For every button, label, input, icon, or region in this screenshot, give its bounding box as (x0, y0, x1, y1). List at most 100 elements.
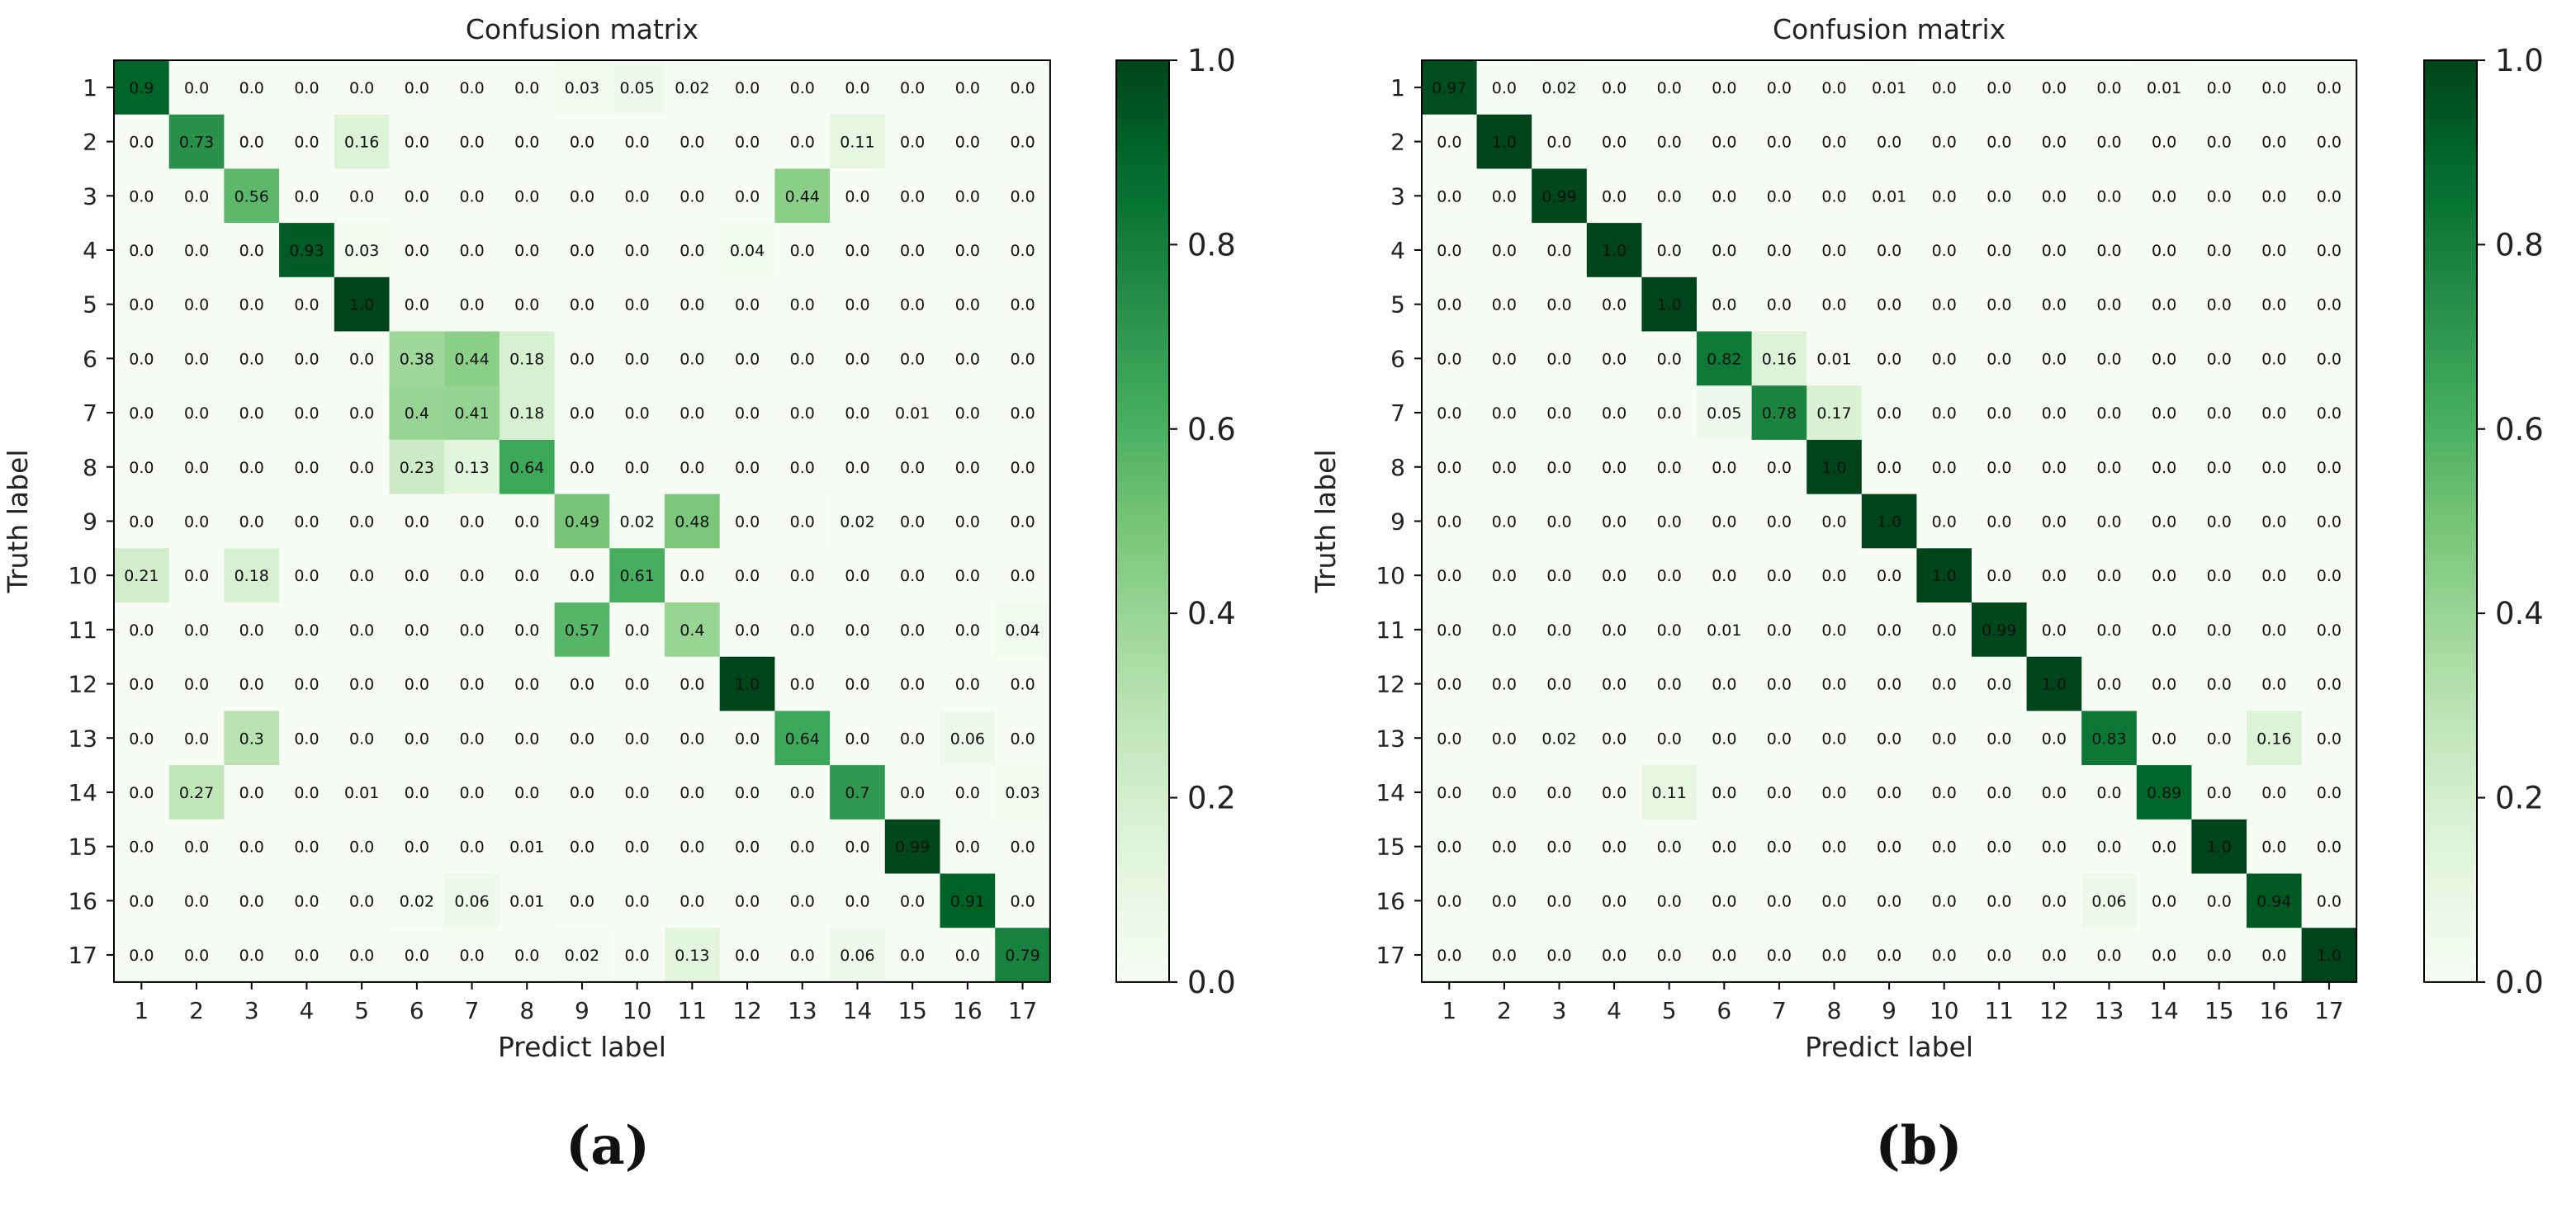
x-tick-label: 17 (1008, 997, 1038, 1024)
heatmap-cell (279, 873, 335, 928)
heatmap-cell (444, 602, 500, 658)
cell-value-label: 0.0 (1877, 621, 1901, 640)
heatmap-cell (1532, 548, 1588, 603)
heatmap-cell (1861, 819, 1917, 875)
heatmap-cell (224, 223, 280, 278)
x-tick-label: 1 (1442, 997, 1456, 1024)
heatmap-cell (389, 711, 445, 766)
heatmap-cell (719, 656, 775, 711)
cell-value-label: 0.0 (2152, 567, 2176, 585)
heatmap-cell (334, 928, 391, 983)
cell-value-label: 0.0 (680, 839, 704, 857)
heatmap-cell (774, 385, 831, 441)
heatmap-cell (389, 819, 445, 875)
heatmap-cell (554, 873, 610, 928)
cell-value-label: 0.02 (675, 79, 709, 97)
y-tick-label: 4 (1390, 237, 1405, 264)
cell-value-label: 0.0 (184, 79, 209, 97)
cell-value-label: 0.0 (2042, 242, 2067, 260)
cell-value-label: 0.0 (514, 242, 539, 260)
heatmap-cell (609, 494, 665, 549)
heatmap-cell (1972, 223, 2028, 278)
cell-value-label: 0.0 (790, 784, 815, 802)
heatmap-cell (1807, 602, 1863, 658)
cell-value-label: 0.0 (1492, 187, 1517, 206)
cell-value-label: 0.0 (2042, 621, 2067, 640)
cell-value-label: 0.0 (239, 404, 264, 423)
heatmap-cell (1532, 114, 1588, 169)
cell-value-label: 1.0 (735, 676, 760, 694)
cell-value-label: 0.0 (1437, 134, 1461, 152)
heatmap-cell (774, 276, 831, 333)
heatmap-cell (334, 548, 391, 603)
cell-value-label: 0.0 (1877, 350, 1901, 368)
cell-value-label: 0.0 (2096, 947, 2121, 965)
heatmap-cell (334, 819, 391, 875)
cell-value-label: 0.0 (1877, 892, 1901, 910)
heatmap-cell (334, 439, 391, 495)
heatmap-cell (279, 385, 335, 441)
heatmap-cell (1751, 873, 1807, 928)
heatmap-cell (1916, 819, 1972, 875)
heatmap-cell (940, 276, 996, 333)
cell-value-label: 0.0 (955, 947, 980, 965)
heatmap-cell (2191, 439, 2247, 495)
heatmap-cell (554, 168, 610, 224)
heatmap-cell (1697, 276, 1753, 333)
cell-value-label: 0.0 (680, 296, 704, 314)
heatmap-cell (1751, 114, 1807, 169)
heatmap-cell (940, 602, 996, 658)
heatmap-cell (1807, 494, 1863, 549)
heatmap-cell (2191, 385, 2247, 441)
cell-value-label: 0.0 (1932, 187, 1957, 206)
cell-value-label: 0.0 (1821, 839, 1846, 857)
cell-value-label: 0.0 (1437, 839, 1461, 857)
heatmap-cell (2136, 711, 2192, 766)
heatmap-cell (665, 602, 721, 658)
cell-value-label: 0.13 (454, 459, 489, 477)
cell-value-label: 0.0 (2261, 459, 2286, 477)
y-tick-label: 4 (83, 237, 97, 264)
heatmap-cell (940, 873, 996, 928)
heatmap-cell (499, 548, 556, 603)
heatmap-cell (389, 873, 445, 928)
cell-value-label: 0.0 (1010, 892, 1035, 910)
heatmap-cell (1972, 711, 2028, 766)
heatmap-cell (1916, 168, 1972, 224)
heatmap-cell (609, 168, 665, 224)
cell-value-label: 0.0 (2042, 784, 2067, 802)
heatmap-cell (609, 711, 665, 766)
cell-value-label: 0.0 (1010, 187, 1035, 206)
cell-value-label: 0.0 (955, 459, 980, 477)
cell-value-label: 0.0 (1986, 676, 2011, 694)
heatmap-cell (2301, 114, 2357, 169)
heatmap-cell (1697, 656, 1753, 711)
cell-value-label: 0.0 (1546, 567, 1571, 585)
heatmap-cell (1972, 602, 2028, 658)
cell-value-label: 0.0 (2317, 134, 2342, 152)
y-tick-label: 8 (83, 454, 97, 481)
cell-value-label: 0.0 (239, 134, 264, 152)
heatmap-cell (995, 168, 1051, 224)
cell-value-label: 0.0 (405, 947, 429, 965)
cell-value-label: 0.0 (1546, 242, 1571, 260)
heatmap-cell (2136, 928, 2192, 983)
cell-value-label: 0.11 (840, 134, 874, 152)
heatmap-cell (1641, 494, 1698, 549)
cell-value-label: 0.0 (2317, 784, 2342, 802)
heatmap-cell (444, 819, 500, 875)
x-tick-label: 10 (623, 997, 652, 1024)
heatmap-cell (1807, 819, 1863, 875)
cell-value-label: 0.0 (2207, 79, 2232, 97)
heatmap-cell (1476, 439, 1532, 495)
heatmap-cell (774, 873, 831, 928)
cell-value-label: 0.0 (2152, 513, 2176, 531)
y-tick-label: 10 (68, 562, 97, 589)
cell-value-label: 0.27 (179, 784, 214, 802)
cell-value-label: 0.0 (1767, 621, 1792, 640)
cell-value-label: 0.0 (1821, 784, 1846, 802)
cell-value-label: 0.01 (509, 839, 544, 857)
heatmap-cell (1861, 331, 1917, 386)
y-tick-label: 13 (1376, 725, 1405, 752)
